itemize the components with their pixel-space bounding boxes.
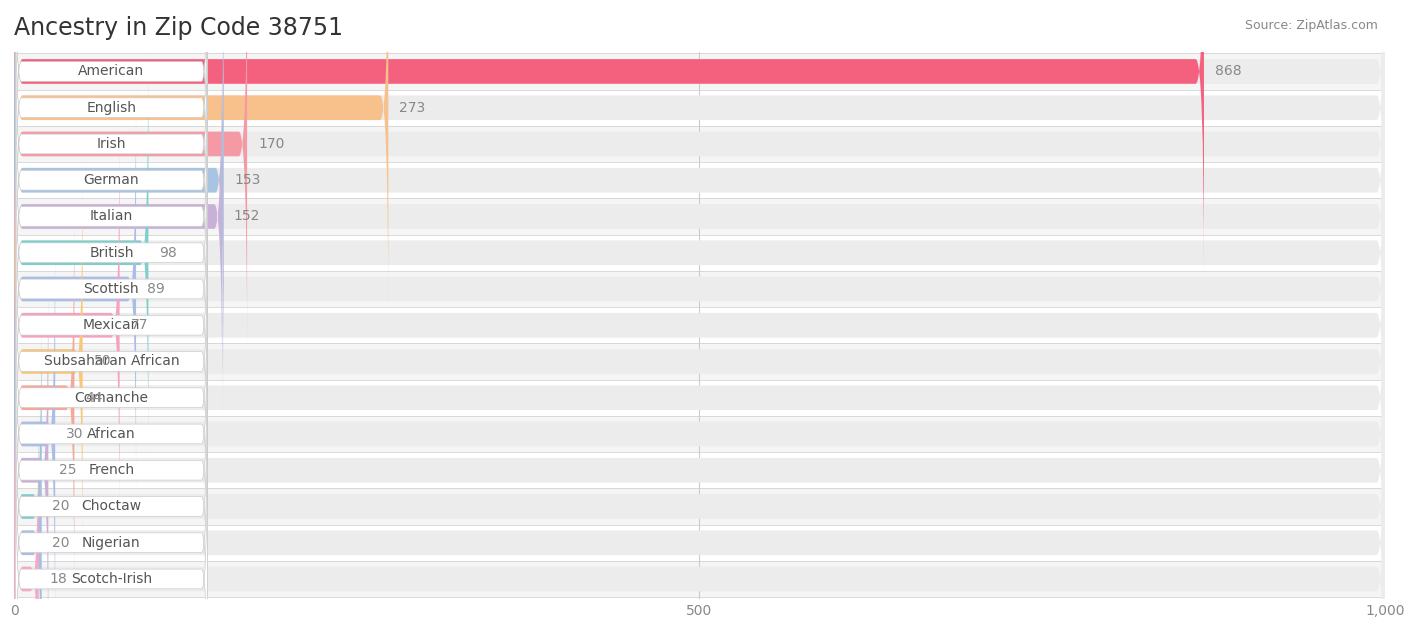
FancyBboxPatch shape [14, 12, 222, 422]
Text: British: British [89, 246, 134, 260]
Text: American: American [79, 64, 145, 79]
FancyBboxPatch shape [15, 183, 207, 468]
FancyBboxPatch shape [14, 84, 136, 494]
FancyBboxPatch shape [14, 0, 388, 313]
Text: German: German [83, 173, 139, 187]
Bar [14, 379, 1385, 416]
FancyBboxPatch shape [15, 0, 207, 250]
FancyBboxPatch shape [15, 437, 207, 644]
Text: Nigerian: Nigerian [82, 536, 141, 550]
Text: 77: 77 [131, 318, 148, 332]
FancyBboxPatch shape [15, 1, 207, 287]
Bar [14, 525, 1385, 561]
Bar [14, 126, 1385, 162]
FancyBboxPatch shape [15, 292, 207, 576]
Bar [14, 271, 1385, 307]
Text: 89: 89 [148, 282, 165, 296]
Text: Ancestry in Zip Code 38751: Ancestry in Zip Code 38751 [14, 16, 343, 40]
Text: Mexican: Mexican [83, 318, 141, 332]
FancyBboxPatch shape [15, 110, 207, 395]
FancyBboxPatch shape [14, 301, 1385, 644]
Text: 25: 25 [59, 463, 77, 477]
Text: Italian: Italian [90, 209, 134, 223]
Bar [14, 234, 1385, 271]
Text: 98: 98 [159, 246, 177, 260]
Bar [14, 53, 1385, 90]
FancyBboxPatch shape [15, 0, 207, 214]
Text: 868: 868 [1215, 64, 1241, 79]
FancyBboxPatch shape [15, 401, 207, 644]
FancyBboxPatch shape [14, 0, 1385, 277]
FancyBboxPatch shape [14, 48, 1385, 458]
Text: 153: 153 [235, 173, 262, 187]
FancyBboxPatch shape [14, 0, 1385, 349]
FancyBboxPatch shape [14, 374, 39, 644]
FancyBboxPatch shape [14, 0, 1204, 277]
FancyBboxPatch shape [14, 337, 1385, 644]
Bar [14, 307, 1385, 343]
FancyBboxPatch shape [14, 374, 1385, 644]
FancyBboxPatch shape [14, 0, 1385, 313]
FancyBboxPatch shape [15, 328, 207, 612]
FancyBboxPatch shape [15, 364, 207, 644]
FancyBboxPatch shape [15, 74, 207, 359]
Text: 18: 18 [49, 572, 67, 586]
FancyBboxPatch shape [14, 120, 1385, 531]
Bar [14, 416, 1385, 452]
FancyBboxPatch shape [14, 12, 1385, 422]
FancyBboxPatch shape [14, 120, 120, 531]
Text: Choctaw: Choctaw [82, 500, 142, 513]
FancyBboxPatch shape [14, 0, 224, 385]
Text: 30: 30 [66, 427, 83, 441]
FancyBboxPatch shape [14, 229, 55, 639]
Bar [14, 162, 1385, 198]
FancyBboxPatch shape [14, 265, 48, 644]
Bar [14, 90, 1385, 126]
FancyBboxPatch shape [14, 156, 1385, 567]
Text: 44: 44 [86, 391, 103, 404]
FancyBboxPatch shape [14, 265, 1385, 644]
Text: Scotch-Irish: Scotch-Irish [70, 572, 152, 586]
FancyBboxPatch shape [14, 48, 149, 458]
FancyBboxPatch shape [14, 156, 83, 567]
Text: 152: 152 [233, 209, 260, 223]
FancyBboxPatch shape [15, 38, 207, 323]
Bar [14, 488, 1385, 525]
Text: Source: ZipAtlas.com: Source: ZipAtlas.com [1244, 19, 1378, 32]
FancyBboxPatch shape [14, 337, 42, 644]
Text: 170: 170 [259, 137, 284, 151]
FancyBboxPatch shape [14, 84, 1385, 494]
Bar [14, 343, 1385, 379]
FancyBboxPatch shape [15, 219, 207, 504]
FancyBboxPatch shape [14, 301, 42, 644]
Text: Scottish: Scottish [83, 282, 139, 296]
FancyBboxPatch shape [14, 193, 1385, 603]
Text: African: African [87, 427, 136, 441]
Text: Irish: Irish [97, 137, 127, 151]
Text: 20: 20 [52, 536, 70, 550]
Text: Subsaharan African: Subsaharan African [44, 354, 179, 368]
FancyBboxPatch shape [15, 255, 207, 540]
Text: 50: 50 [94, 354, 111, 368]
Text: 20: 20 [52, 500, 70, 513]
Bar [14, 452, 1385, 488]
FancyBboxPatch shape [14, 193, 75, 603]
FancyBboxPatch shape [14, 0, 1385, 385]
FancyBboxPatch shape [15, 147, 207, 431]
FancyBboxPatch shape [14, 0, 247, 349]
Text: 273: 273 [399, 100, 426, 115]
Bar [14, 561, 1385, 597]
Text: French: French [89, 463, 135, 477]
Bar [14, 198, 1385, 234]
Text: English: English [86, 100, 136, 115]
Text: Comanche: Comanche [75, 391, 149, 404]
FancyBboxPatch shape [14, 229, 1385, 639]
